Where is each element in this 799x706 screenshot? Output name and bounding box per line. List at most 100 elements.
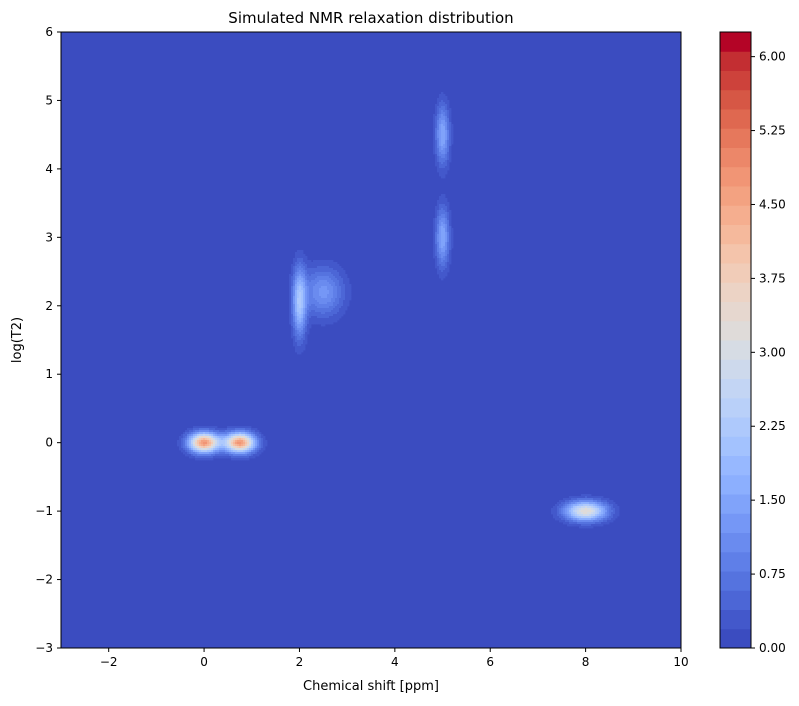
contour-cell <box>319 316 322 319</box>
contour-cell <box>217 448 220 451</box>
contour-cell <box>259 448 262 451</box>
colorbar-frame <box>719 31 752 649</box>
contour-cell <box>591 496 594 499</box>
contour-cell <box>333 316 336 319</box>
contour-cell <box>247 456 250 459</box>
contour-cell <box>305 290 308 293</box>
contour-cell <box>563 506 566 509</box>
contour-cell <box>441 128 444 131</box>
contour-cell <box>295 262 298 265</box>
contour-cell <box>295 292 298 295</box>
contour-cell <box>263 442 266 445</box>
contour-cell <box>259 436 262 439</box>
contour-cell <box>197 442 200 445</box>
contour-cell <box>443 148 446 151</box>
contour-cell <box>289 296 292 299</box>
contour-cell <box>611 520 614 523</box>
contour-cell <box>449 256 452 259</box>
contour-cell <box>439 148 442 151</box>
contour-cell <box>325 302 328 305</box>
contour-cell <box>449 260 452 263</box>
contour-cell <box>337 288 340 291</box>
contour-cell <box>347 296 350 299</box>
contour-cell <box>319 304 322 307</box>
contour-cell <box>301 322 304 325</box>
contour-cell <box>299 344 302 347</box>
contour-cell <box>439 104 442 107</box>
contour-cell <box>305 292 308 295</box>
contour-cell <box>291 334 294 337</box>
contour-cell <box>209 454 212 457</box>
contour-cell <box>247 438 250 441</box>
contour-cell <box>609 500 612 503</box>
contour-cell <box>233 438 236 441</box>
contour-cell <box>223 434 226 437</box>
contour-cell <box>249 432 252 435</box>
contour-cell <box>337 302 340 305</box>
contour-cell <box>445 252 448 255</box>
contour-cell <box>435 266 438 269</box>
contour-cell <box>293 286 296 289</box>
contour-cell <box>447 138 450 141</box>
contour-cell <box>299 350 302 353</box>
contour-cell <box>333 296 336 299</box>
contour-cell <box>179 442 182 445</box>
contour-cell <box>253 444 256 447</box>
contour-cell <box>575 508 578 511</box>
contour-cell <box>439 124 442 127</box>
contour-cell <box>297 314 300 317</box>
contour-cell <box>441 248 444 251</box>
contour-cell <box>289 308 292 311</box>
contour-cell <box>447 140 450 143</box>
contour-cell <box>443 206 446 209</box>
contour-cell <box>201 440 204 443</box>
contour-cell <box>291 294 294 297</box>
contour-cell <box>293 306 296 309</box>
contour-cell <box>295 268 298 271</box>
contour-cell <box>193 428 196 431</box>
contour-cell <box>301 328 304 331</box>
contour-cell <box>443 132 446 135</box>
contour-cell <box>345 292 348 295</box>
contour-cell <box>439 218 442 221</box>
contour-cell <box>311 272 314 275</box>
contour-cell <box>333 300 336 303</box>
contour-cell <box>303 326 306 329</box>
contour-cell <box>321 324 324 327</box>
contour-cell <box>303 282 306 285</box>
contour-cell <box>233 432 236 435</box>
contour-cell <box>327 308 330 311</box>
contour-cell <box>585 512 588 515</box>
contour-cell <box>247 444 250 447</box>
contour-cell <box>585 518 588 521</box>
contour-cell <box>297 342 300 345</box>
contour-cell <box>233 452 236 455</box>
contour-cell <box>445 136 448 139</box>
contour-cell <box>253 456 256 459</box>
x-tick-label: 0 <box>200 655 208 669</box>
contour-cell <box>295 274 298 277</box>
contour-cell <box>249 450 252 453</box>
contour-cell <box>603 510 606 513</box>
contour-cell <box>331 288 334 291</box>
contour-cell <box>207 438 210 441</box>
contour-cell <box>321 322 324 325</box>
contour-cell <box>441 204 444 207</box>
contour-cell <box>327 270 330 273</box>
contour-cell <box>313 296 316 299</box>
contour-cell <box>605 522 608 525</box>
contour-cell <box>441 116 444 119</box>
contour-cell <box>451 232 454 235</box>
contour-cell <box>555 518 558 521</box>
contour-cell <box>245 430 248 433</box>
contour-cell <box>303 298 306 301</box>
contour-cell <box>331 308 334 311</box>
contour-cell <box>443 228 446 231</box>
contour-cell <box>257 438 260 441</box>
contour-cell <box>441 102 444 105</box>
contour-cell <box>607 522 610 525</box>
contour-cell <box>243 426 246 429</box>
contour-cell <box>347 302 350 305</box>
contour-cell <box>309 284 312 287</box>
contour-cell <box>441 260 444 263</box>
